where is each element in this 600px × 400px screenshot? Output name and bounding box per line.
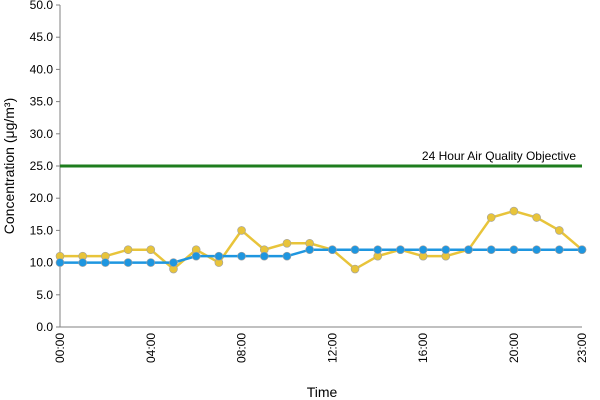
point [555,245,564,255]
y-tick-label: 40.0 [30,62,54,76]
y-tick-label: 5.0 [36,288,53,302]
annotation: 24 Hour Air Quality Objective [422,149,576,163]
point [441,245,451,255]
point [146,245,156,255]
y-tick-label: 20.0 [30,191,54,205]
point [350,245,360,255]
point [101,258,110,267]
x-tick-label: 04:00 [144,333,158,363]
series-line [60,209,583,271]
y-tick-label: 0.0 [36,320,53,334]
y-tick-label: 10.0 [30,256,54,270]
point [237,251,246,261]
point [55,258,65,267]
y-tick-label: 50.0 [30,0,54,12]
point [78,258,87,267]
x-axis-label: Time [307,384,338,400]
series-line [60,248,582,264]
x-tick-label: 20:00 [507,333,521,363]
x-tick-label: 12:00 [325,333,339,363]
point [532,213,541,222]
point [282,238,292,248]
x-tick-label: 23:00 [575,333,589,363]
x-tick-label: 00:00 [53,333,67,363]
point [486,245,496,255]
y-tick-label: 15.0 [30,223,54,237]
point [373,245,383,255]
point [486,213,496,222]
point [464,245,473,255]
point [237,226,246,235]
point [418,245,428,255]
point [305,245,314,255]
x-tick-label: 08:00 [235,333,249,363]
point [123,245,133,255]
point [282,251,292,261]
point [532,245,541,255]
y-axis-label: Concentration (μg/m³) [1,98,17,234]
point [259,251,269,261]
point [555,226,564,235]
point [123,258,133,267]
point [396,245,405,255]
y-tick-label: 35.0 [30,95,54,109]
point [577,245,587,255]
y-tick-label: 25.0 [30,159,54,173]
point [350,264,360,274]
y-tick-label: 45.0 [30,30,54,44]
y-tick-label: 30.0 [30,127,54,141]
point [509,206,519,216]
point [214,251,224,261]
point [328,245,337,255]
point [509,245,519,255]
point [146,258,156,267]
x-tick-label: 16:00 [416,333,430,363]
point [169,258,178,267]
point [191,251,201,261]
